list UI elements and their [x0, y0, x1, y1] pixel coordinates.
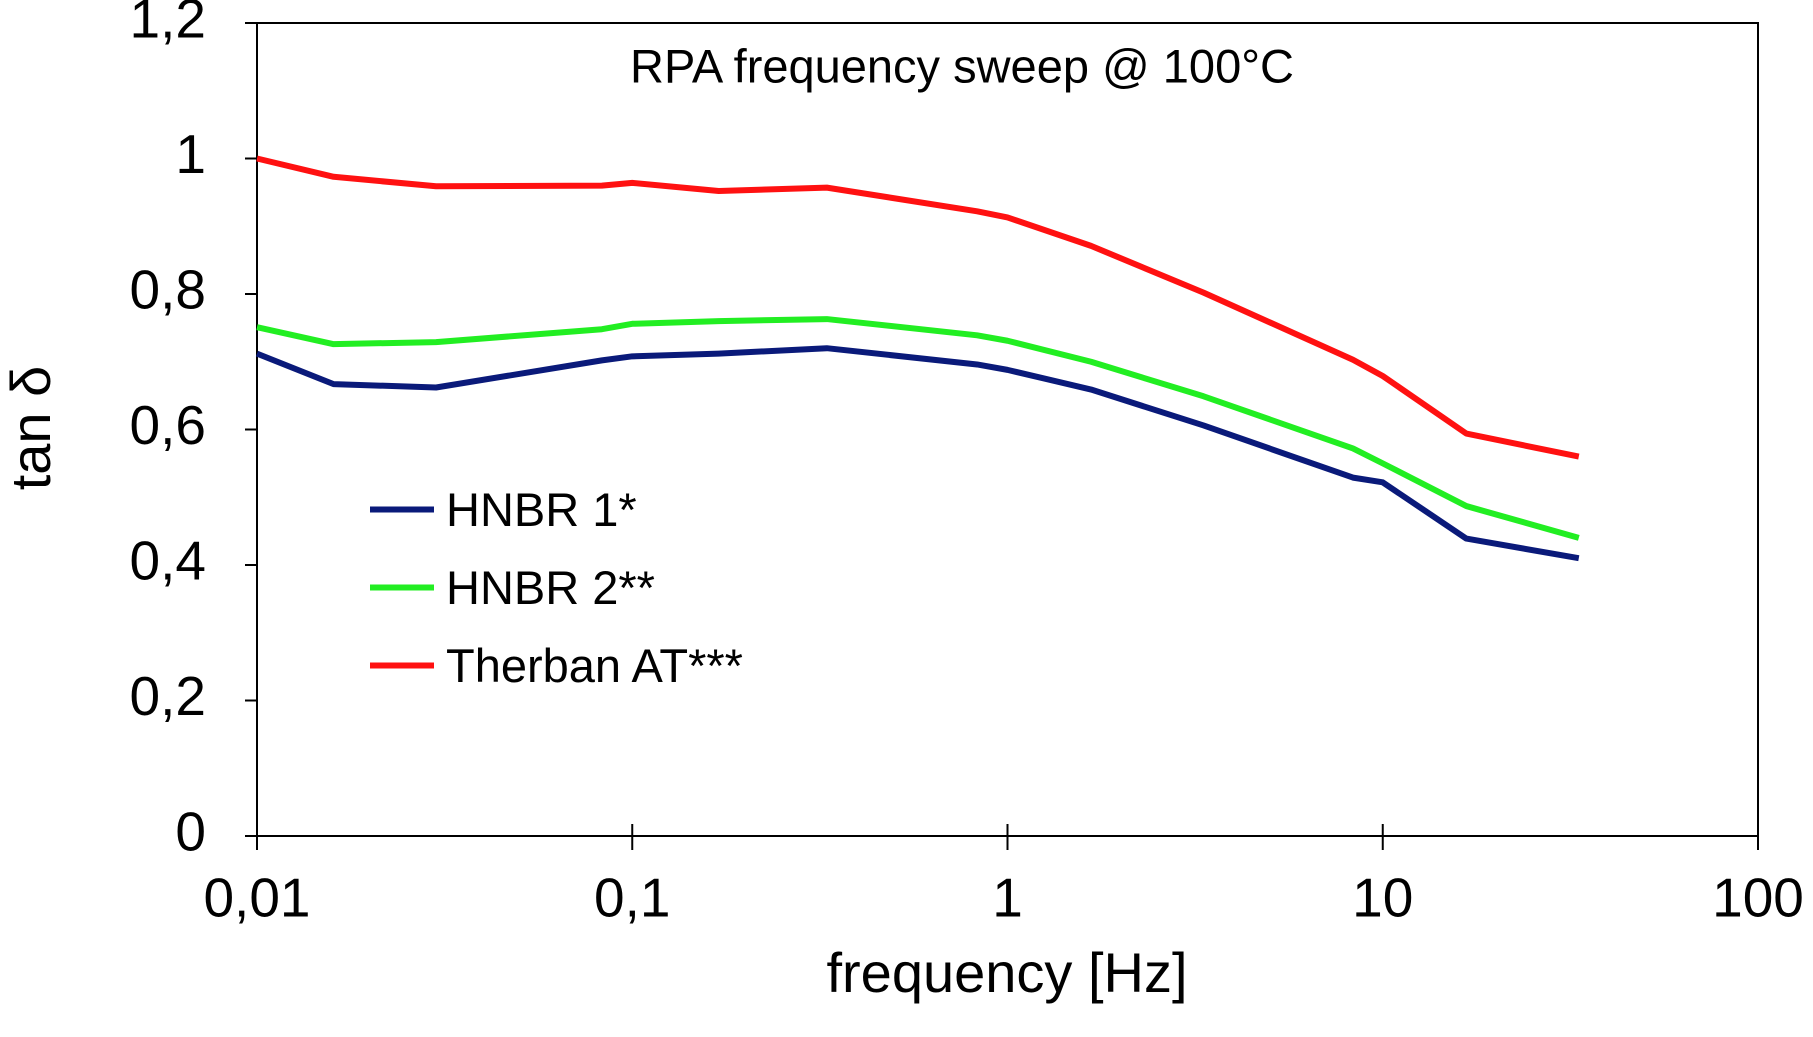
legend-label: Therban AT***	[446, 639, 743, 692]
x-tick-label: 0,01	[203, 867, 310, 929]
y-tick-label: 0,2	[130, 665, 206, 727]
y-tick-label: 1,2	[130, 0, 206, 50]
y-tick-label: 0	[175, 801, 206, 863]
data-line	[256, 155, 1580, 460]
legend-label: HNBR 1*	[446, 483, 637, 536]
legend-label: HNBR 2**	[446, 561, 655, 614]
chart-title: RPA frequency sweep @ 100°C	[630, 39, 1294, 92]
y-tick-label: 0,8	[130, 259, 206, 321]
x-tick-label: 0,1	[594, 867, 670, 929]
x-tick-label: 1	[992, 867, 1023, 929]
data-line	[255, 345, 1580, 562]
plot-frame	[256, 22, 1759, 837]
x-tick-label: 100	[1712, 867, 1804, 929]
y-tick-label: 0,6	[130, 394, 206, 456]
y-axis-label: tan δ	[0, 366, 62, 491]
y-tick-label: 0,4	[130, 530, 206, 592]
x-tick-label: 10	[1352, 867, 1413, 929]
data-line	[256, 316, 1580, 541]
x-axis-label: frequency [Hz]	[826, 941, 1187, 1004]
y-tick-label: 1	[175, 123, 206, 185]
